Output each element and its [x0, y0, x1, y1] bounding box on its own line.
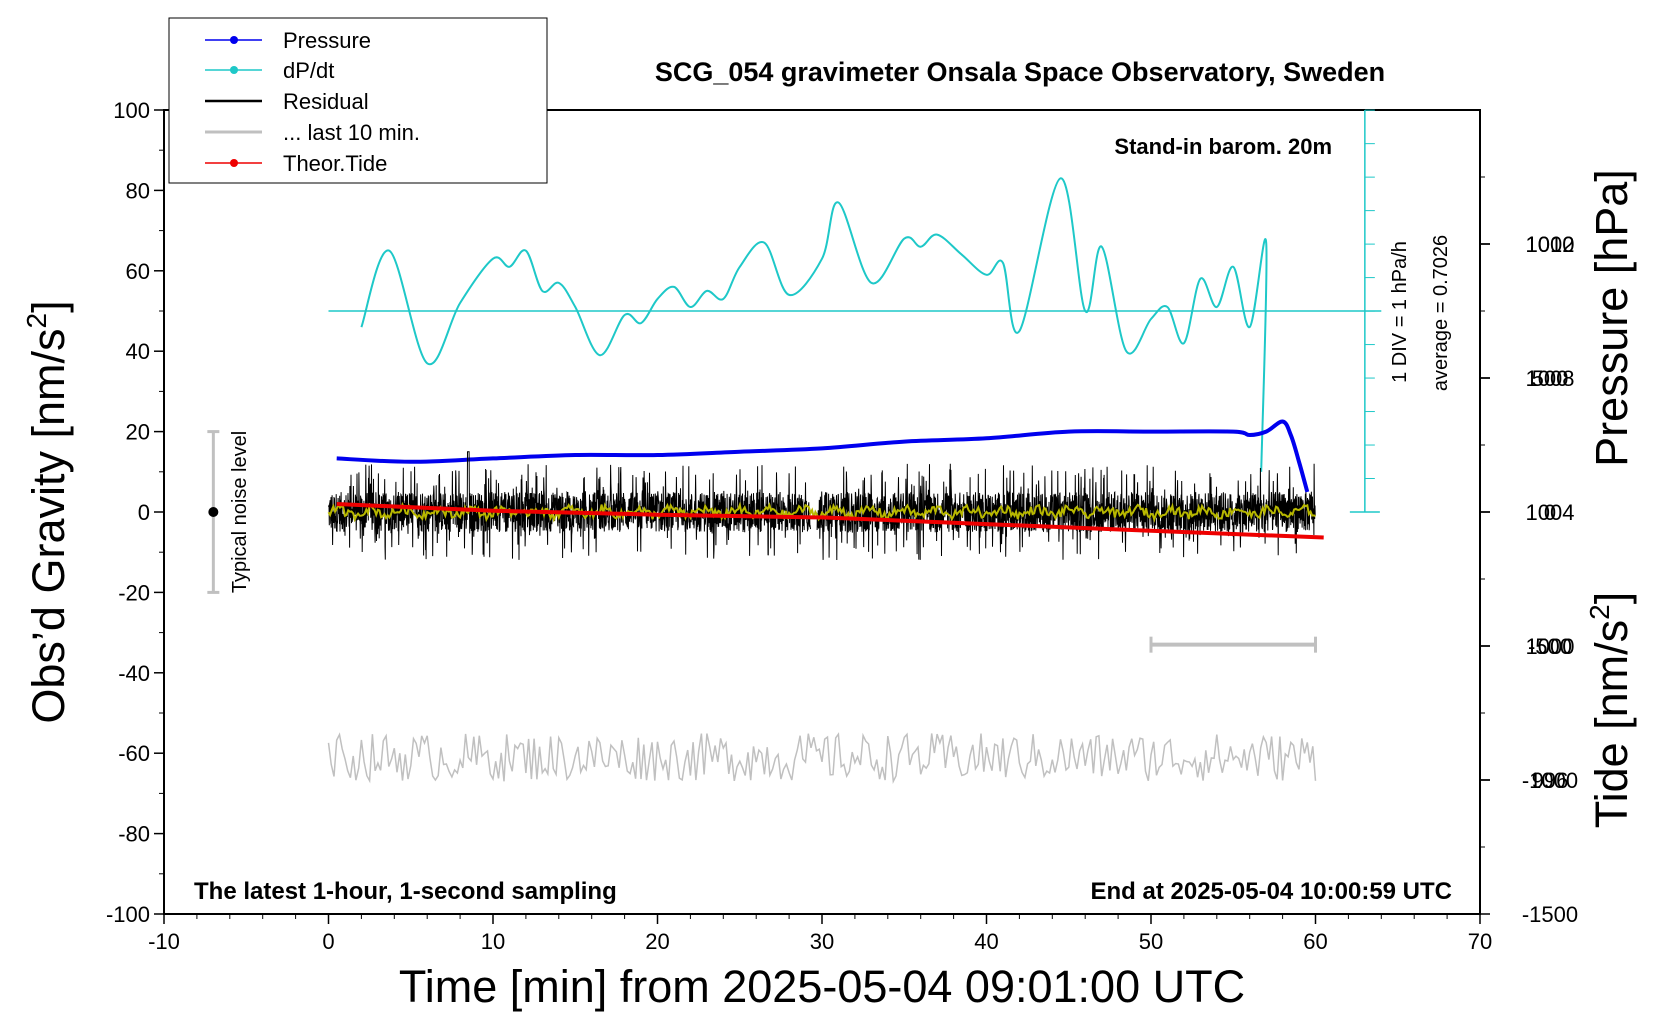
stand-in-annotation: Stand-in barom. 20m [1114, 134, 1332, 159]
x-tick-label: 40 [974, 929, 998, 954]
chart-title: SCG_054 gravimeter Onsala Space Observat… [655, 57, 1385, 87]
legend-label-tide: Theor.Tide [283, 151, 387, 176]
legend-label-last10: ... last 10 min. [283, 120, 420, 145]
tide-tick-label: 1000 [1526, 232, 1575, 257]
y-tick-label: 20 [126, 420, 150, 445]
y-axis-label-gravity: Obs’d Gravity [nm/s2] [21, 300, 74, 723]
tide-tick-label: -1500 [1522, 902, 1578, 927]
y-tick-label: 100 [113, 98, 150, 123]
x-tick-label: 30 [810, 929, 834, 954]
y-axis-label-gravity-text: Obs’d Gravity [nm/s [23, 329, 74, 724]
pressure-tick-label: 1000 [1526, 634, 1575, 659]
y-tick-label: -60 [118, 741, 150, 766]
legend-marker-dpdt [230, 66, 238, 74]
x-axis-label: Time [min] from 2025-05-04 09:01:00 UTC [399, 961, 1245, 1012]
y-tick-label: -20 [118, 580, 150, 605]
tide-tick-label: -500 [1528, 634, 1572, 659]
legend-marker-pressure [230, 36, 238, 44]
pressure-tick-label: 1004 [1526, 500, 1575, 525]
x-tick-label: 60 [1303, 929, 1327, 954]
dpdt-line [360, 177, 1268, 472]
x-tick-label: 50 [1139, 929, 1163, 954]
y-tick-label: -40 [118, 661, 150, 686]
latest-hour-annotation: The latest 1-hour, 1-second sampling [194, 878, 617, 905]
residual-line-part2 [816, 463, 1316, 561]
pressure-tick-label: 1008 [1526, 366, 1575, 391]
axis-ticks: -10 0 10 20 30 40 50 60 70100806040200-20-40-60-… [106, 98, 1578, 954]
y-axis-label-gravity-close: ] [23, 300, 74, 313]
last10-line [327, 732, 1317, 784]
legend-label-residual: Residual [283, 89, 369, 114]
residual-smooth-line [327, 501, 1316, 523]
y-axis-label-tide-sup: 2 [1584, 604, 1615, 620]
legend: Pressure dP/dt Residual ... last 10 min.… [168, 17, 548, 184]
x-tick-label: 70 [1468, 929, 1492, 954]
average-annotation: average = 0.7026 [1430, 235, 1452, 391]
legend-label-dpdt: dP/dt [283, 58, 334, 83]
tide-tick-label: -1000 [1522, 768, 1578, 793]
x-tick-label: -10 [148, 929, 180, 954]
y-tick-label: 80 [126, 178, 150, 203]
end-time-annotation: End at 2025-05-04 10:00:59 UTC [1091, 878, 1453, 905]
noise-level-center-point [208, 507, 219, 517]
tide-tick-label: 0 [1544, 500, 1556, 525]
y-axis-label-pressure: Pressure [hPa] [1586, 169, 1637, 467]
y-tick-label: 40 [126, 339, 150, 364]
y-tick-label: -100 [106, 902, 150, 927]
pressure-line [336, 419, 1310, 493]
series-layer [207, 109, 1382, 784]
y-tick-label: -80 [118, 822, 150, 847]
y-axis-label-gravity-sup: 2 [21, 313, 52, 329]
y-tick-label: 60 [126, 259, 150, 284]
y-axis-label-tide: Tide [nm/s2] [1584, 592, 1637, 828]
pressure-tick-label: 1012 [1526, 232, 1575, 257]
y-tick-label: 0 [138, 500, 150, 525]
residual-line-part1 [328, 451, 811, 560]
tide-tick-label: 500 [1532, 366, 1569, 391]
x-tick-label: 20 [645, 929, 669, 954]
div-scale-annotation: 1 DIV = 1 hPa/h [1389, 241, 1411, 383]
tide-line [336, 502, 1324, 540]
x-tick-label: 10 [481, 929, 505, 954]
x-tick-label: 0 [322, 929, 334, 954]
legend-marker-tide [230, 159, 238, 167]
noise-level-annotation: Typical noise level [229, 431, 251, 593]
legend-label-pressure: Pressure [283, 28, 371, 53]
y-axis-label-tide-text: Tide [nm/s [1586, 620, 1637, 828]
y-axis-label-tide-close: ] [1586, 592, 1637, 605]
pressure-tick-label: 996 [1532, 768, 1569, 793]
